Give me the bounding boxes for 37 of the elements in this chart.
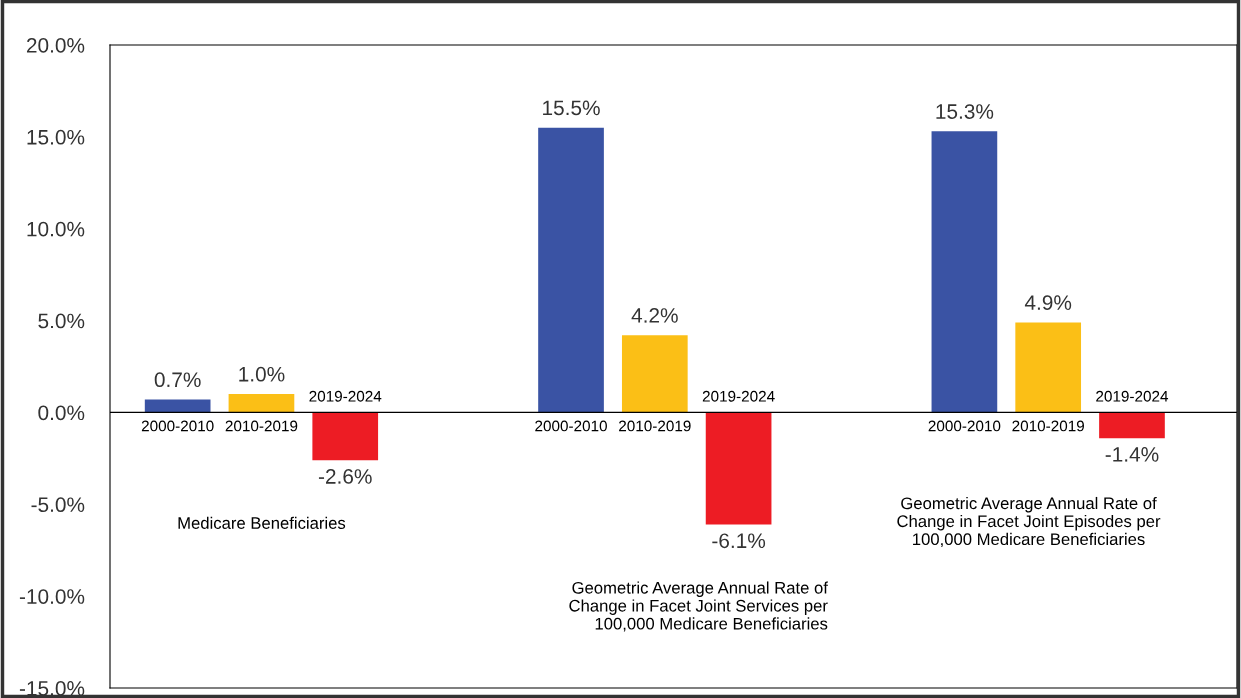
- series-label: 2019-2024: [1096, 390, 1169, 402]
- bar: [931, 131, 998, 413]
- y-tick-label: 5.0%: [38, 313, 85, 329]
- bar: [228, 394, 295, 413]
- data-label: -1.4%: [1105, 447, 1159, 462]
- text: 2010-2019: [1012, 420, 1084, 432]
- data-label: 0.7%: [154, 372, 201, 388]
- data-label: 4.2%: [631, 308, 678, 323]
- data-label: 1.0%: [239, 366, 285, 382]
- data-label: 4.9%: [1024, 295, 1072, 310]
- y-tick-label: 15.0%: [27, 129, 85, 145]
- series-label: 2010-2019: [225, 420, 298, 432]
- bar: [144, 399, 211, 413]
- y-tick-label: 0.0%: [38, 405, 85, 421]
- bar: [1015, 322, 1082, 413]
- bar: [538, 127, 604, 413]
- data-label: -6.1%: [712, 533, 766, 549]
- text: 2019-2024: [309, 390, 382, 402]
- bar: [312, 412, 379, 461]
- text: 2000-2010: [535, 420, 607, 432]
- series-label: 2000-2010: [928, 420, 1001, 432]
- data-label: 15.5%: [543, 100, 600, 116]
- data-label: -2.6%: [318, 469, 372, 484]
- data-label: 15.3%: [936, 104, 994, 119]
- y-tick-label: -10.0%: [19, 589, 85, 604]
- y-tick-label: 20.0%: [26, 38, 85, 53]
- bar: [621, 335, 688, 413]
- text: 2010-2019: [619, 420, 691, 432]
- text: 2000-2010: [141, 420, 214, 432]
- y-tick-label: 10.0%: [27, 221, 85, 237]
- y-tick-label: -5.0%: [31, 497, 85, 513]
- bar: [705, 412, 772, 525]
- annotation: Geometric Average Annual Rate of Change in Facet Joint Episodes per 100,000 Medicare Beneficiaries: [897, 496, 1161, 548]
- bar: [1099, 412, 1165, 439]
- annotation: Medicare Beneficiaries: [178, 516, 346, 529]
- annotation: Geometric Average Annual Rate of Change in Facet Joint Services per 100,000 Medicare Beneficiaries: [569, 581, 828, 632]
- text: 2019-2024: [702, 390, 775, 402]
